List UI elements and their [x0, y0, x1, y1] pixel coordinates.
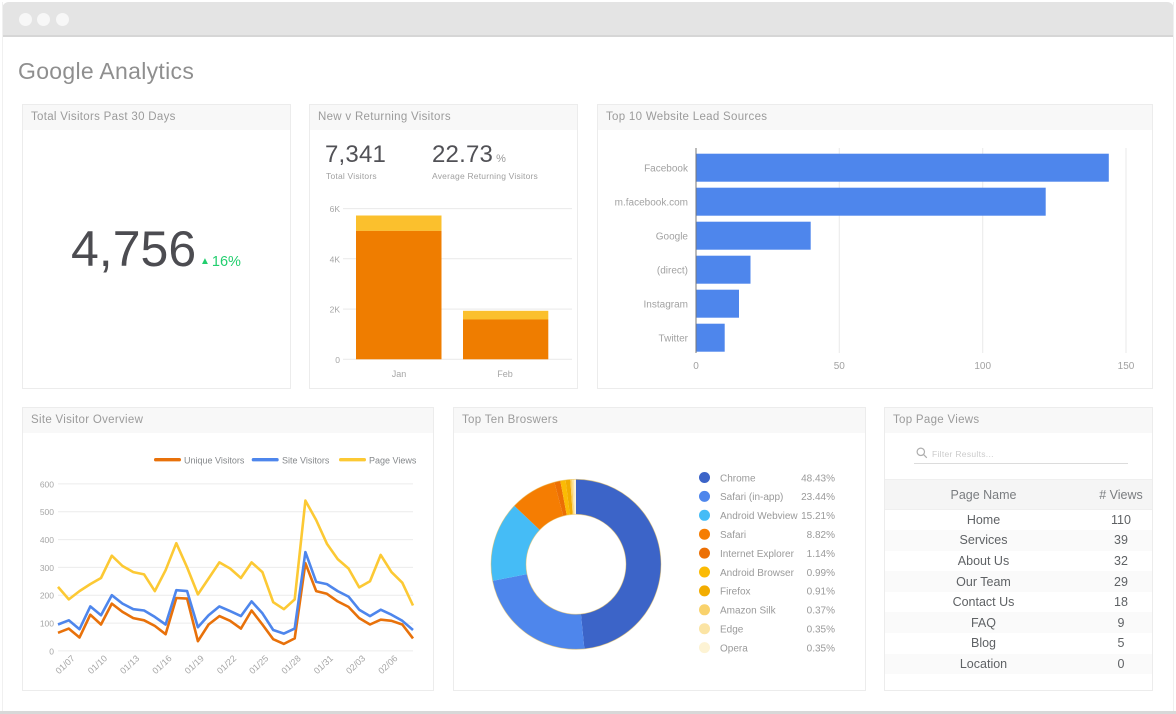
svg-text:2K: 2K [330, 305, 341, 315]
svg-text:01/16: 01/16 [150, 653, 173, 676]
svg-text:Edge: Edge [720, 625, 744, 636]
svg-text:6K: 6K [330, 204, 341, 214]
svg-text:02/03: 02/03 [344, 653, 367, 676]
svg-text:Chrome: Chrome [720, 473, 756, 484]
svg-text:Twitter: Twitter [659, 334, 689, 345]
svg-text:Jan: Jan [392, 369, 407, 379]
svg-text:48.43%: 48.43% [801, 473, 835, 484]
svg-text:0: 0 [693, 361, 699, 372]
svg-text:(direct): (direct) [657, 266, 688, 277]
svg-text:600: 600 [40, 479, 54, 489]
svg-text:01/07: 01/07 [54, 653, 77, 676]
svg-text:01/13: 01/13 [118, 653, 141, 676]
svg-text:0.99%: 0.99% [807, 568, 835, 579]
svg-text:Facebook: Facebook [644, 164, 689, 175]
svg-text:Unique Visitors: Unique Visitors [184, 456, 245, 466]
svg-text:400: 400 [40, 535, 54, 545]
svg-text:23.44%: 23.44% [801, 492, 835, 503]
svg-text:Amazon Silk: Amazon Silk [720, 606, 777, 617]
svg-text:Android Browser: Android Browser [720, 568, 795, 579]
svg-text:300: 300 [40, 563, 54, 573]
svg-text:01/28: 01/28 [279, 653, 302, 676]
svg-text:50: 50 [834, 361, 846, 372]
svg-text:Site Visitors: Site Visitors [282, 456, 330, 466]
svg-text:15.21%: 15.21% [801, 511, 835, 522]
svg-text:Firefox: Firefox [720, 587, 751, 598]
svg-text:01/31: 01/31 [312, 653, 335, 676]
svg-text:4K: 4K [330, 254, 341, 264]
svg-text:8.82%: 8.82% [807, 530, 835, 541]
svg-text:200: 200 [40, 591, 54, 601]
svg-text:Feb: Feb [497, 369, 513, 379]
svg-text:0.91%: 0.91% [807, 587, 835, 598]
svg-text:0.35%: 0.35% [807, 643, 835, 654]
svg-text:100: 100 [974, 361, 991, 372]
svg-text:Google: Google [656, 232, 689, 243]
svg-text:Instagram: Instagram [644, 300, 688, 311]
svg-text:150: 150 [1118, 361, 1135, 372]
svg-text:Opera: Opera [720, 643, 748, 654]
svg-text:1.14%: 1.14% [807, 549, 835, 560]
svg-text:01/10: 01/10 [86, 653, 109, 676]
svg-text:0.37%: 0.37% [807, 606, 835, 617]
svg-text:0.35%: 0.35% [807, 625, 835, 636]
svg-text:Safari (in-app): Safari (in-app) [720, 492, 783, 503]
svg-text:500: 500 [40, 507, 54, 517]
svg-text:Safari: Safari [720, 530, 746, 541]
svg-text:01/19: 01/19 [183, 653, 206, 676]
svg-text:Internet Explorer: Internet Explorer [720, 549, 795, 560]
svg-text:m.facebook.com: m.facebook.com [615, 198, 688, 209]
svg-text:Android Webview: Android Webview [720, 511, 798, 522]
svg-text:Page Views: Page Views [369, 456, 417, 466]
svg-text:100: 100 [40, 619, 54, 629]
svg-text:01/22: 01/22 [215, 653, 238, 676]
svg-text:0: 0 [335, 355, 340, 365]
svg-text:0: 0 [49, 646, 54, 656]
svg-text:01/25: 01/25 [247, 653, 270, 676]
svg-text:02/06: 02/06 [376, 653, 399, 676]
